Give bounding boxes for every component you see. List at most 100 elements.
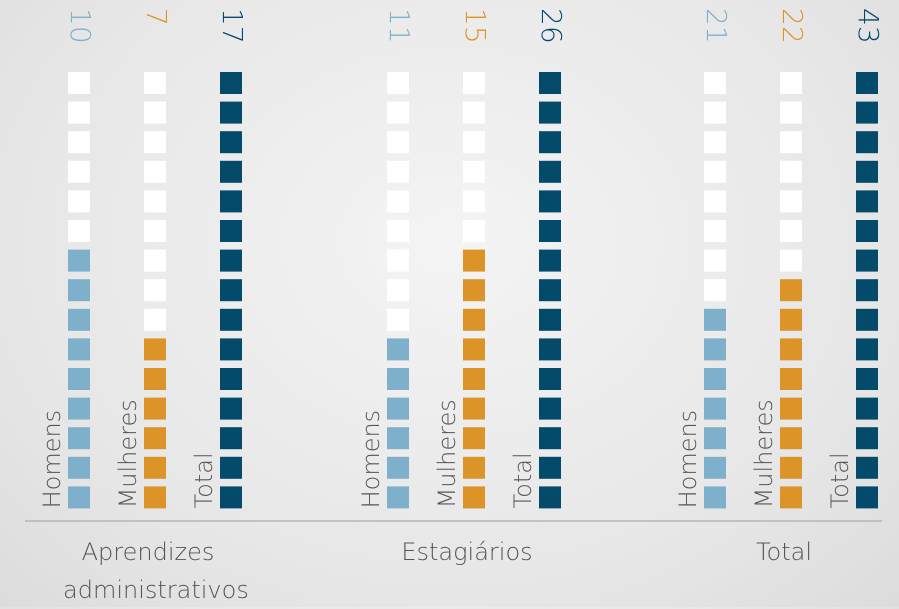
square — [387, 397, 409, 420]
square — [856, 397, 878, 420]
square — [704, 338, 726, 361]
pictogram-column — [539, 72, 561, 509]
square — [780, 368, 802, 390]
square — [144, 160, 166, 183]
value-label: 17 — [216, 8, 249, 44]
square — [704, 190, 726, 213]
square — [780, 427, 802, 450]
square — [220, 279, 242, 302]
square — [220, 72, 242, 94]
series-label: Mulheres — [114, 399, 142, 508]
square — [780, 338, 802, 361]
square — [68, 279, 90, 302]
square — [220, 456, 242, 479]
square — [68, 190, 90, 213]
pictogram-column — [68, 72, 90, 509]
value-label: 11 — [383, 8, 416, 44]
square — [68, 368, 90, 390]
square — [387, 308, 409, 331]
series-label: Total — [509, 452, 537, 508]
square — [539, 190, 561, 213]
square — [780, 131, 802, 154]
square — [220, 160, 242, 183]
square — [539, 338, 561, 361]
pictogram-column — [387, 72, 409, 509]
square — [68, 486, 90, 509]
square — [856, 279, 878, 302]
square — [704, 308, 726, 331]
square — [463, 427, 485, 450]
square — [856, 160, 878, 183]
pictogram-column — [856, 72, 878, 509]
square — [144, 456, 166, 479]
square — [220, 249, 242, 272]
square — [68, 308, 90, 331]
square — [220, 397, 242, 420]
square — [856, 101, 878, 124]
square — [144, 427, 166, 450]
square — [68, 338, 90, 361]
value-label: 22 — [776, 8, 809, 44]
square — [144, 131, 166, 154]
square — [780, 72, 802, 94]
square — [220, 101, 242, 124]
square — [387, 456, 409, 479]
pictogram-column — [144, 72, 166, 509]
square — [856, 249, 878, 272]
value-label: 43 — [852, 8, 885, 44]
square — [220, 131, 242, 154]
square — [463, 308, 485, 331]
series-label: Mulheres — [433, 399, 461, 508]
square — [68, 427, 90, 450]
square — [856, 456, 878, 479]
square — [704, 72, 726, 94]
square — [780, 456, 802, 479]
square — [68, 160, 90, 183]
pictogram-column — [220, 72, 242, 509]
square — [539, 368, 561, 390]
square — [463, 160, 485, 183]
square — [220, 368, 242, 390]
square — [704, 427, 726, 450]
square — [856, 338, 878, 361]
square — [387, 131, 409, 154]
square — [780, 486, 802, 509]
pictogram-column — [704, 72, 726, 509]
square — [144, 72, 166, 94]
series-label: Mulheres — [750, 399, 778, 508]
square — [463, 338, 485, 361]
square — [704, 249, 726, 272]
square — [144, 397, 166, 420]
square — [68, 131, 90, 154]
square — [387, 279, 409, 302]
square — [463, 279, 485, 302]
square — [539, 397, 561, 420]
square — [539, 72, 561, 94]
square — [704, 131, 726, 154]
square — [144, 190, 166, 213]
square — [780, 279, 802, 302]
square — [704, 456, 726, 479]
series-label: Homens — [674, 410, 702, 509]
square — [463, 456, 485, 479]
square — [220, 338, 242, 361]
series-label: Homens — [38, 410, 66, 509]
square — [539, 486, 561, 509]
square — [780, 397, 802, 420]
square — [704, 368, 726, 390]
group-label: Total — [755, 538, 813, 566]
square — [387, 338, 409, 361]
series-label: Total — [826, 452, 854, 508]
square — [68, 249, 90, 272]
square — [144, 486, 166, 509]
square — [780, 308, 802, 331]
group-label: Aprendizes administrativos — [63, 538, 249, 604]
square — [463, 131, 485, 154]
square — [463, 72, 485, 94]
square — [856, 72, 878, 94]
square — [539, 220, 561, 242]
square — [220, 220, 242, 242]
value-label: 21 — [700, 8, 733, 44]
square — [387, 249, 409, 272]
